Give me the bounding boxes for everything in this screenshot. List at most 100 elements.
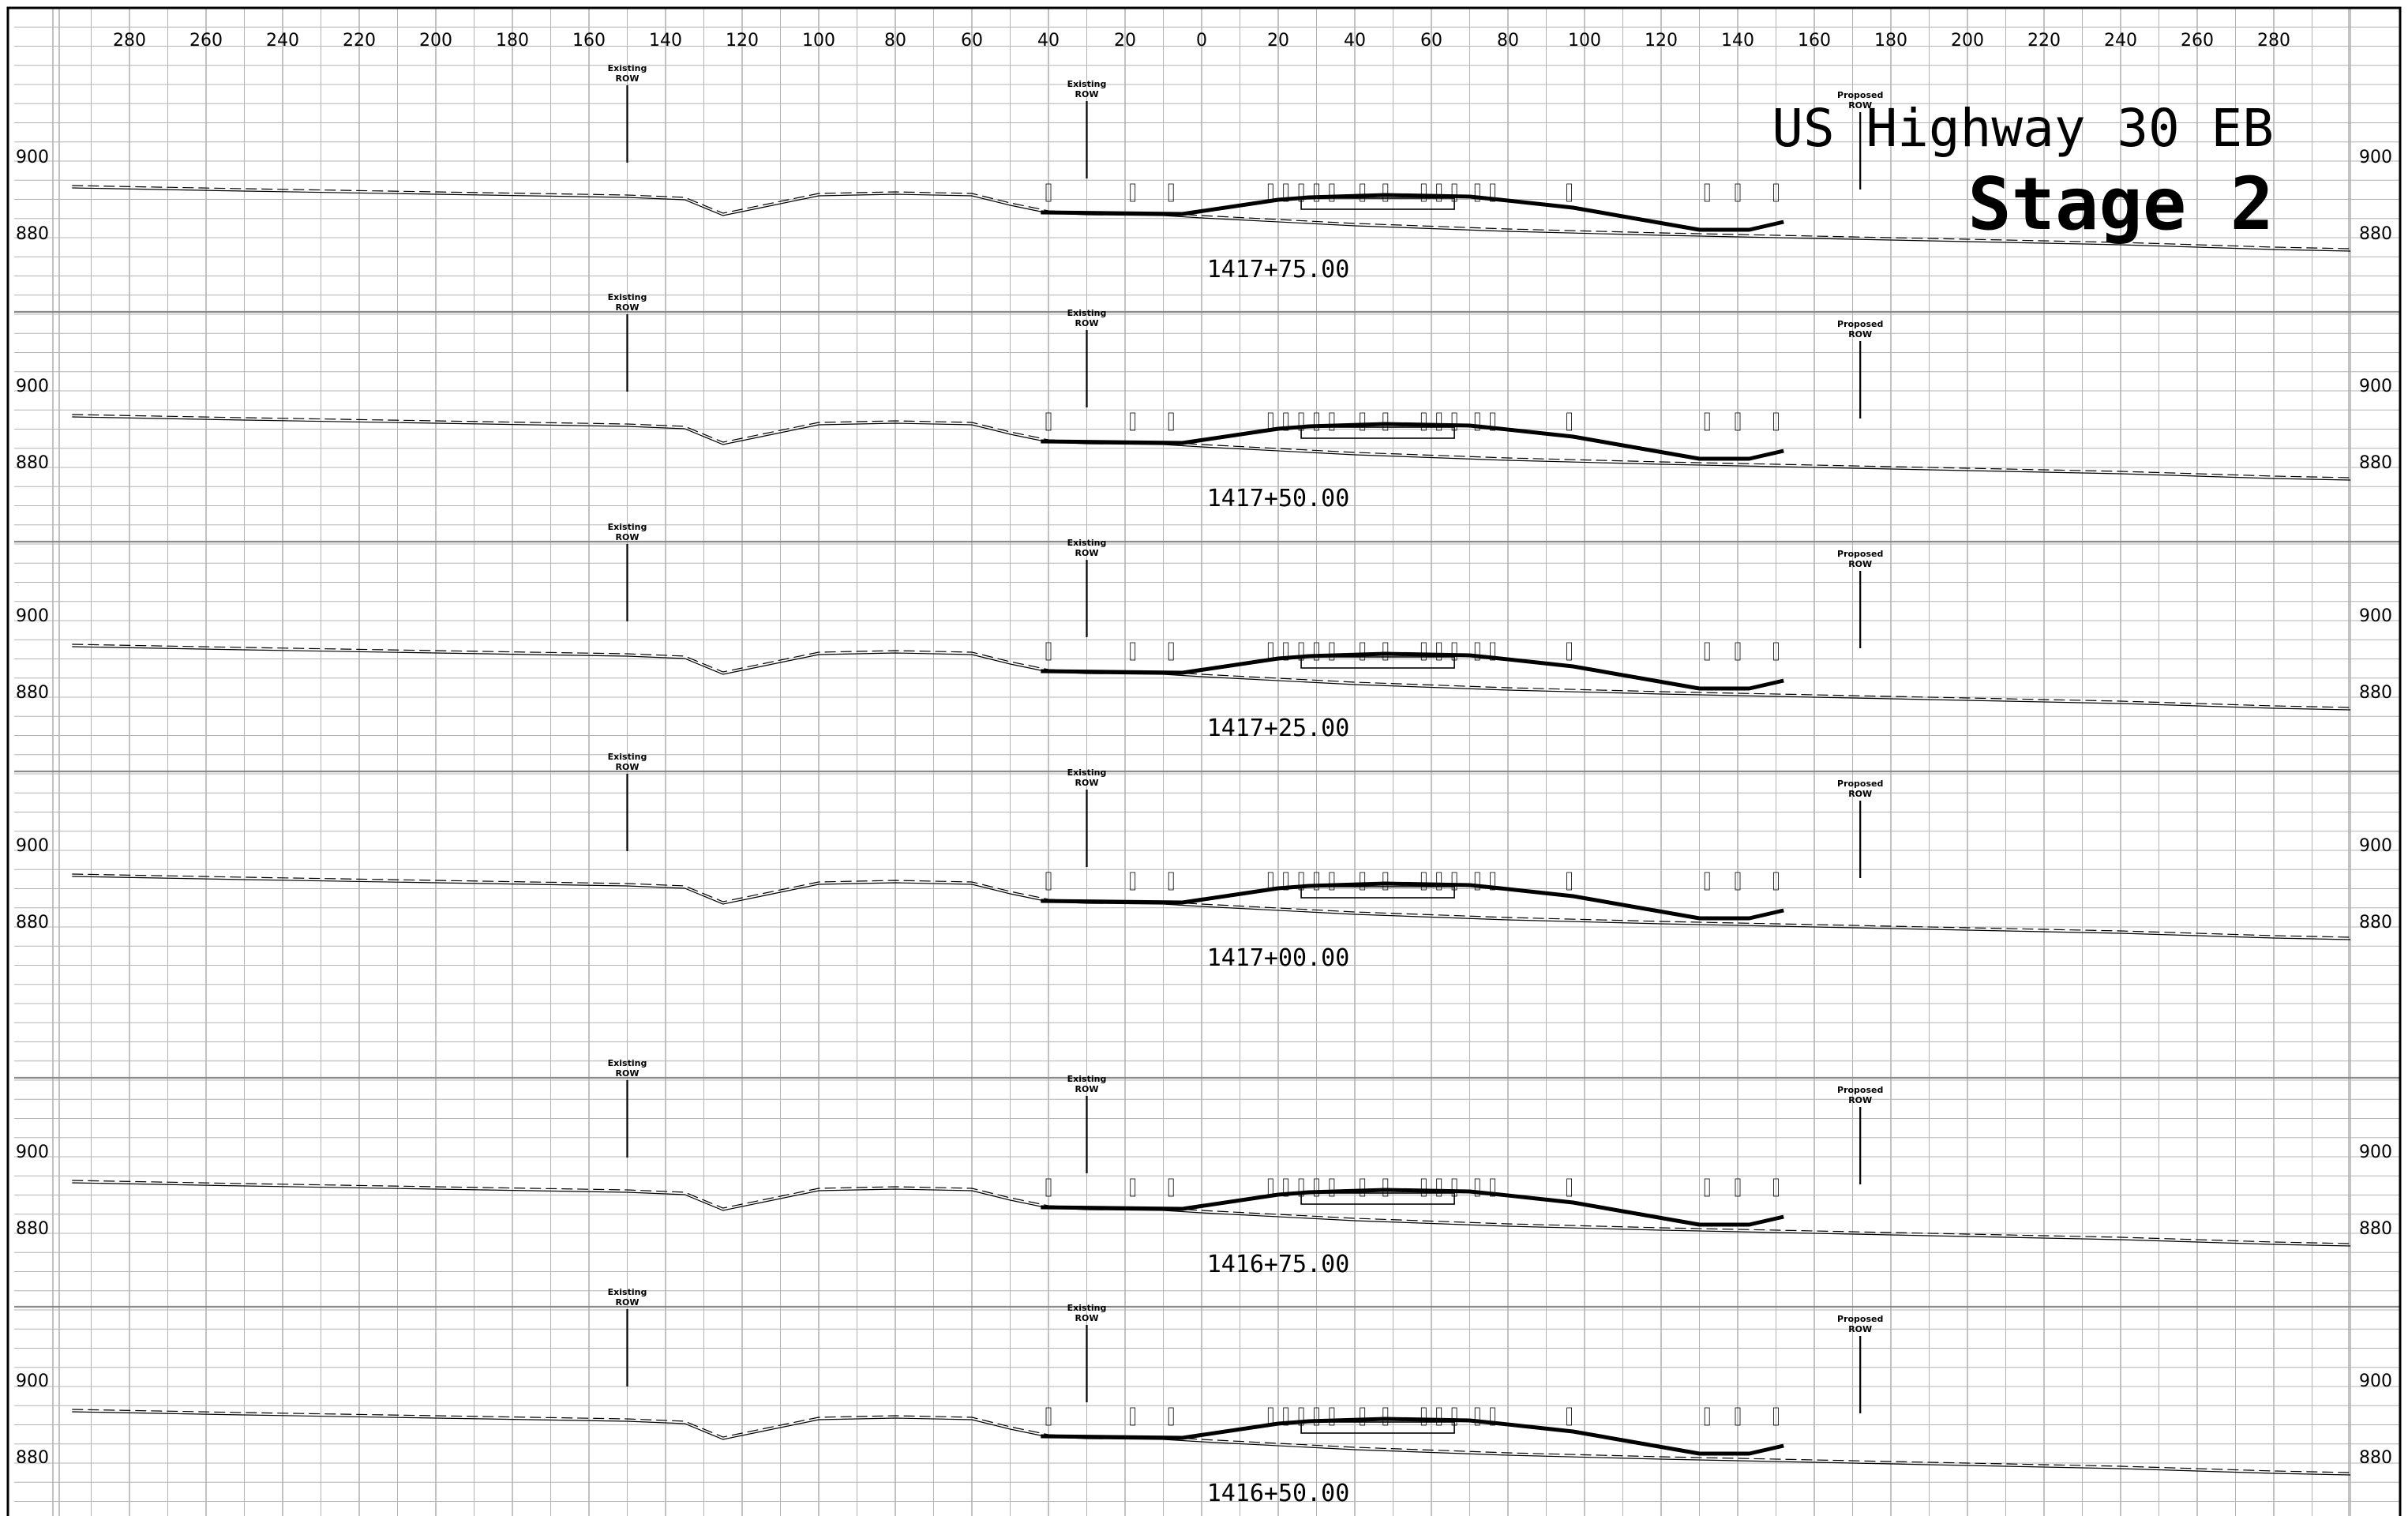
point-annotation-mark — [1451, 1178, 1457, 1197]
point-annotation-mark — [1283, 1178, 1289, 1197]
elevation-label-880-left: 880 — [16, 1219, 49, 1239]
point-annotation-mark — [1298, 872, 1304, 891]
point-annotation-mark — [1382, 412, 1389, 431]
point-annotation-mark — [1314, 872, 1319, 891]
point-annotation-mark — [1773, 1178, 1779, 1197]
point-annotation-mark — [1329, 642, 1335, 661]
point-annotation-mark — [1382, 872, 1389, 891]
point-annotation-mark — [1436, 412, 1442, 431]
existing-row-label: Existing — [608, 292, 647, 302]
point-annotation-mark — [1267, 412, 1273, 431]
point-annotation-mark — [1382, 1178, 1389, 1197]
point-annotation-mark — [1168, 642, 1174, 661]
point-annotation-mark — [1314, 642, 1319, 661]
point-annotation-mark — [1566, 1178, 1572, 1197]
point-annotation-mark — [1451, 183, 1457, 202]
point-annotation-mark — [1298, 183, 1304, 202]
point-annotation-mark — [1314, 1178, 1319, 1197]
point-annotation-mark — [1566, 183, 1572, 202]
point-annotation-mark — [1436, 1407, 1442, 1426]
point-annotation-mark — [1474, 642, 1480, 661]
point-annotation-mark — [1474, 1178, 1480, 1197]
elevation-label-900-right: 900 — [2359, 1372, 2392, 1391]
point-annotation-mark — [1360, 872, 1366, 891]
point-annotation-mark — [1420, 642, 1427, 661]
point-annotation-mark — [1283, 183, 1289, 202]
point-annotation-mark — [1267, 872, 1273, 891]
elevation-label-880-right: 880 — [2359, 224, 2392, 244]
point-annotation-mark — [1566, 412, 1572, 431]
point-annotation-mark — [1267, 1178, 1273, 1197]
sheet-border — [6, 6, 2402, 1516]
point-annotation-mark — [1360, 1178, 1366, 1197]
elevation-label-900-left: 900 — [16, 148, 49, 167]
point-annotation-mark — [1267, 1407, 1273, 1426]
offset-tick-label: 280 — [2257, 31, 2290, 51]
elevation-label-900-right: 900 — [2359, 377, 2392, 396]
elevation-label-900-right: 900 — [2359, 148, 2392, 167]
point-annotation-mark — [1045, 1407, 1052, 1426]
elevation-label-900-left: 900 — [16, 836, 49, 856]
point-annotation-mark — [1045, 642, 1052, 661]
elevation-label-880-right: 880 — [2359, 453, 2392, 473]
point-annotation-mark — [1130, 1178, 1136, 1197]
point-annotation-mark — [1704, 642, 1710, 661]
point-annotation-mark — [1298, 642, 1304, 661]
existing-row-label: Existing — [1067, 767, 1107, 778]
proposed-row-label: ROW — [1848, 789, 1872, 799]
pavement-section — [1300, 426, 1455, 439]
point-annotation-mark — [1735, 183, 1741, 202]
proposed-template-line — [1041, 881, 1784, 921]
point-annotation-mark — [1773, 872, 1779, 891]
point-annotation-mark — [1168, 412, 1174, 431]
offset-tick-label: 80 — [884, 31, 906, 51]
elevation-label-880-left: 880 — [16, 453, 49, 473]
existing-row-label: ROW — [616, 762, 640, 772]
point-annotation-mark — [1360, 642, 1366, 661]
point-annotation-mark — [1283, 1407, 1289, 1426]
existing-row-label: ROW — [1075, 1084, 1099, 1094]
point-annotation-mark — [1420, 412, 1427, 431]
point-annotation-mark — [1130, 412, 1136, 431]
proposed-row-label: Proposed — [1837, 90, 1883, 100]
pavement-section — [1300, 656, 1455, 669]
elevation-label-900-left: 900 — [16, 606, 49, 626]
existing-row-label: ROW — [616, 1297, 640, 1308]
point-annotation-mark — [1329, 872, 1335, 891]
station-label: 1416+75.00 — [1207, 1251, 1350, 1278]
proposed-template-line — [1041, 1417, 1784, 1456]
point-annotation-mark — [1360, 1407, 1366, 1426]
proposed-row-label: Proposed — [1837, 549, 1883, 559]
title-block: US Highway 30 EB Stage 2 — [1772, 98, 2274, 246]
elevation-label-900-right: 900 — [2359, 836, 2392, 856]
point-annotation-mark — [1045, 412, 1052, 431]
proposed-template-line — [1041, 193, 1784, 232]
offset-tick-label: 180 — [496, 31, 529, 51]
point-annotation-mark — [1773, 642, 1779, 661]
point-annotation-mark — [1329, 412, 1335, 431]
existing-row-label: Existing — [608, 1287, 647, 1297]
proposed-template-line — [1041, 1188, 1784, 1227]
existing-row-label: Existing — [1067, 308, 1107, 318]
existing-row-label: Existing — [1067, 1303, 1107, 1313]
point-annotation-mark — [1168, 183, 1174, 202]
point-annotation-mark — [1773, 183, 1779, 202]
point-annotation-mark — [1436, 1178, 1442, 1197]
elevation-label-880-left: 880 — [16, 1448, 49, 1468]
point-annotation-mark — [1420, 183, 1427, 202]
offset-tick-label: 140 — [1721, 31, 1754, 51]
point-annotation-mark — [1045, 1178, 1052, 1197]
existing-row-label: ROW — [1075, 318, 1099, 328]
point-annotation-mark — [1329, 183, 1335, 202]
offset-tick-label: 20 — [1267, 31, 1289, 51]
offset-tick-label: 200 — [1951, 31, 1984, 51]
point-annotation-mark — [1298, 1407, 1304, 1426]
existing-row-label: Existing — [608, 1058, 647, 1068]
offset-tick-label: 260 — [189, 31, 223, 51]
point-annotation-mark — [1735, 1178, 1741, 1197]
existing-row-label: ROW — [1075, 89, 1099, 99]
offset-tick-label: 100 — [802, 31, 835, 51]
